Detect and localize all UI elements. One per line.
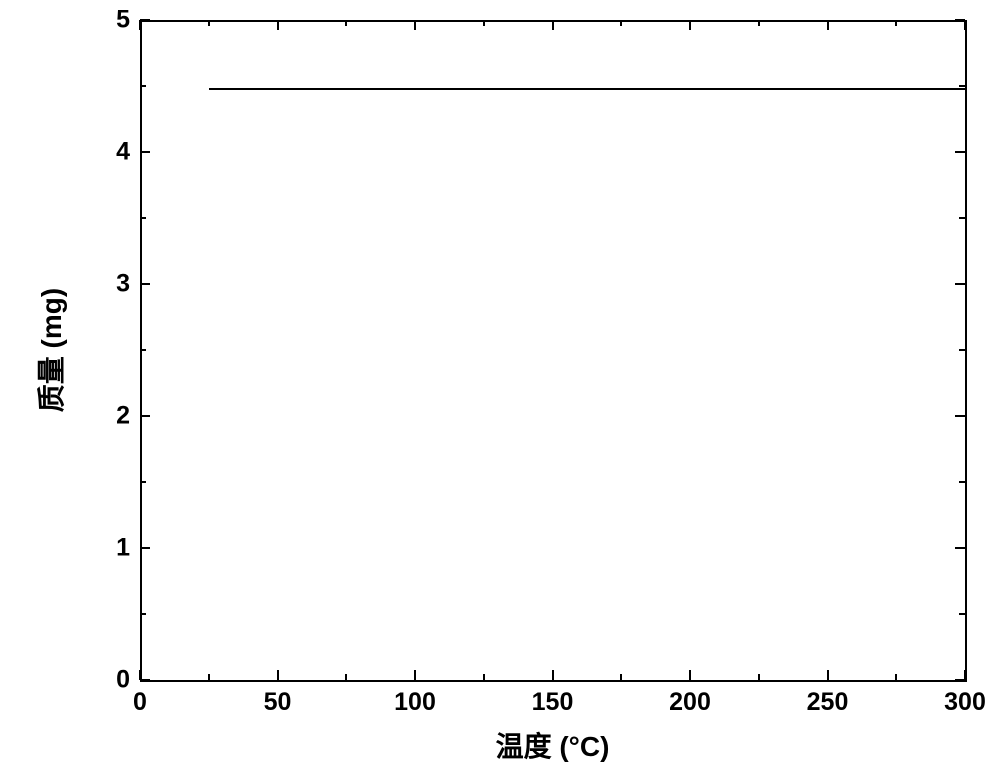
x-tick-label: 0 (133, 688, 147, 717)
x-tick-label: 100 (394, 688, 436, 717)
y-tick-major-right (955, 415, 965, 417)
y-tick-minor-right (959, 217, 965, 219)
x-tick-minor (620, 674, 622, 680)
y-tick-major (140, 679, 150, 681)
x-tick-major-top (964, 20, 966, 30)
y-tick-major-right (955, 151, 965, 153)
x-tick-major-top (827, 20, 829, 30)
x-tick-minor-top (208, 20, 210, 26)
x-tick-minor (895, 674, 897, 680)
x-tick-major-top (552, 20, 554, 30)
data-series-line (209, 88, 965, 90)
y-tick-minor-right (959, 481, 965, 483)
x-tick-minor-top (895, 20, 897, 26)
x-tick-major (277, 670, 279, 680)
y-tick-major (140, 19, 150, 21)
y-tick-label: 3 (100, 270, 130, 299)
y-tick-minor (140, 349, 146, 351)
y-tick-major-right (955, 547, 965, 549)
x-tick-minor-top (620, 20, 622, 26)
x-tick-major (827, 670, 829, 680)
y-axis-left (140, 20, 142, 682)
y-tick-label: 1 (100, 534, 130, 563)
x-tick-major-top (139, 20, 141, 30)
y-tick-major (140, 151, 150, 153)
y-tick-label: 5 (100, 6, 130, 35)
x-tick-major-top (689, 20, 691, 30)
y-tick-major (140, 547, 150, 549)
y-tick-major (140, 415, 150, 417)
x-tick-label: 200 (669, 688, 711, 717)
x-tick-minor (483, 674, 485, 680)
x-tick-minor-top (758, 20, 760, 26)
y-axis-right (965, 20, 967, 682)
x-tick-minor (208, 674, 210, 680)
y-tick-major-right (955, 679, 965, 681)
x-tick-label: 150 (532, 688, 574, 717)
x-tick-minor-top (345, 20, 347, 26)
y-tick-minor-right (959, 613, 965, 615)
x-tick-minor (758, 674, 760, 680)
x-tick-major (552, 670, 554, 680)
y-tick-minor (140, 481, 146, 483)
y-tick-minor (140, 85, 146, 87)
y-tick-minor (140, 613, 146, 615)
x-axis-bottom (140, 680, 965, 682)
y-tick-label: 4 (100, 138, 130, 167)
x-tick-minor (345, 674, 347, 680)
y-tick-minor (140, 217, 146, 219)
y-tick-major-right (955, 283, 965, 285)
x-tick-label: 250 (807, 688, 849, 717)
y-tick-major-right (955, 19, 965, 21)
y-tick-major (140, 283, 150, 285)
x-tick-label: 300 (944, 688, 986, 717)
y-tick-label: 2 (100, 402, 130, 431)
x-tick-major-top (414, 20, 416, 30)
y-tick-minor-right (959, 349, 965, 351)
y-axis-label: 质量 (mg) (30, 288, 70, 412)
x-tick-major-top (277, 20, 279, 30)
x-axis-label: 温度 (°C) (496, 725, 610, 765)
chart-container: 0 50 100 150 200 250 300 0 1 2 3 4 5 温度 (°C) 质量 (mg) (0, 0, 1000, 780)
x-tick-major (414, 670, 416, 680)
x-tick-label: 50 (264, 688, 292, 717)
y-tick-label: 0 (100, 666, 130, 695)
x-tick-minor-top (483, 20, 485, 26)
x-tick-major (689, 670, 691, 680)
